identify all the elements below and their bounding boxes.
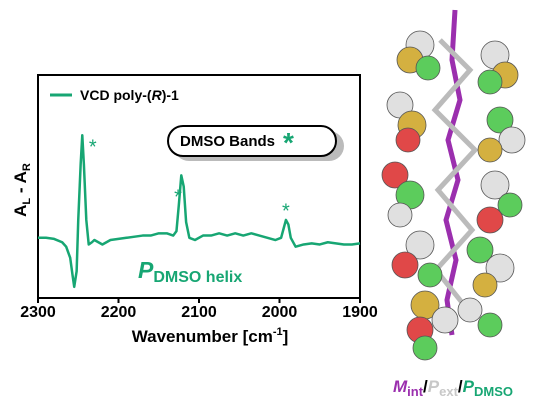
x-label-main: Wavenumber [cm xyxy=(132,327,273,346)
legend-text: )-1 xyxy=(162,87,179,103)
molecule-illustration xyxy=(382,10,525,360)
x-label-end: ] xyxy=(283,327,289,346)
y-label-mid: - A xyxy=(11,171,30,198)
x-tick-label: 2200 xyxy=(101,304,137,321)
x-tick-label: 1900 xyxy=(342,304,378,321)
x-tick-label: 2300 xyxy=(20,304,56,321)
peak-asterisk: * xyxy=(174,186,182,208)
x-tick-label: 2100 xyxy=(181,304,217,321)
caption: Mint/Pext/PDMSO xyxy=(393,377,513,399)
y-axis-label: AL - AR xyxy=(11,163,32,217)
caption-part: ext xyxy=(439,384,458,399)
peak-asterisk: * xyxy=(282,200,290,222)
caption-part: P xyxy=(463,377,475,396)
peak-asterisk: * xyxy=(89,136,97,158)
helix-label-p: P xyxy=(138,257,154,283)
helix-label-sub: DMSO helix xyxy=(153,269,242,286)
x-tick-label: 2000 xyxy=(262,304,298,321)
figure: Wavenumber [cm-1] AL - AR VCD poly-(R)-1… xyxy=(0,0,542,403)
y-label-sub: R xyxy=(21,163,33,171)
annotation-text: DMSO Bands xyxy=(180,133,275,150)
x-label-sup: -1 xyxy=(273,326,283,338)
caption-part: M xyxy=(393,377,408,396)
x-axis-label: Wavenumber [cm-1] xyxy=(132,326,289,347)
caption-part: DMSO xyxy=(474,384,513,399)
plot-frame xyxy=(38,75,360,298)
annotation-star: * xyxy=(283,127,294,158)
helix-label: PDMSO helix xyxy=(138,257,242,286)
caption-part: P xyxy=(428,377,440,396)
legend-label: VCD poly-(R)-1 xyxy=(80,87,179,103)
caption-part: int xyxy=(407,384,424,399)
y-label-a: A xyxy=(11,205,30,217)
legend-text: VCD poly-( xyxy=(80,87,152,103)
